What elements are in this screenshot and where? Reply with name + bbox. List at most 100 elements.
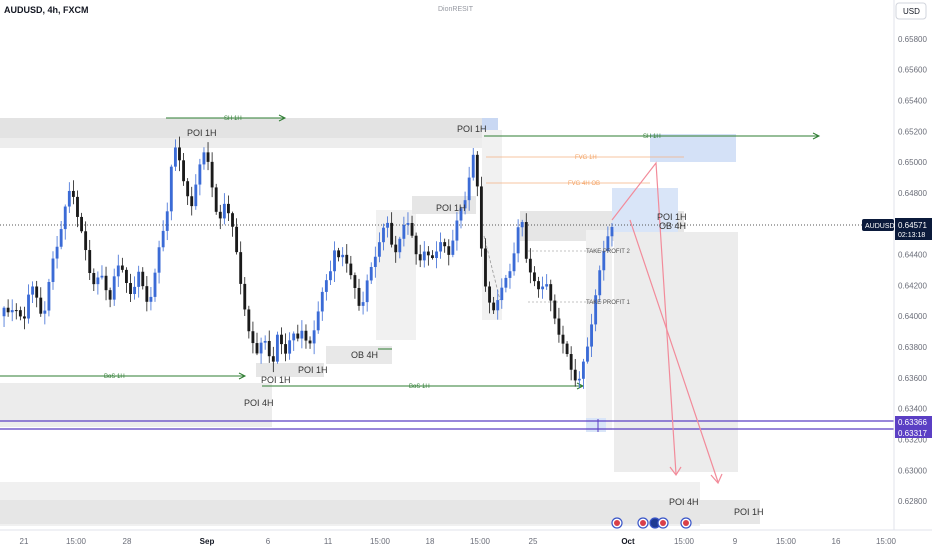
candle-bear[interactable] bbox=[214, 187, 218, 212]
candle-bull[interactable] bbox=[586, 346, 589, 362]
candle-bull[interactable] bbox=[435, 251, 438, 259]
candle-bull[interactable] bbox=[31, 286, 35, 295]
candle-bull[interactable] bbox=[292, 333, 296, 341]
candle-bull[interactable] bbox=[386, 222, 389, 228]
candle-bull[interactable] bbox=[194, 184, 198, 207]
candle-bear[interactable] bbox=[553, 300, 557, 319]
candle-bear[interactable] bbox=[247, 309, 251, 332]
candle-bull[interactable] bbox=[133, 286, 137, 295]
poi-1h-zone-bottom[interactable] bbox=[0, 500, 760, 524]
candle-bull[interactable] bbox=[96, 277, 100, 285]
candle-bear[interactable] bbox=[524, 222, 528, 259]
candle-bull[interactable] bbox=[602, 250, 606, 271]
currency-button[interactable]: USD bbox=[903, 7, 920, 16]
candle-bull[interactable] bbox=[157, 247, 161, 273]
candle-bear[interactable] bbox=[414, 235, 418, 255]
candle-bear[interactable] bbox=[178, 147, 181, 161]
projection-zone[interactable] bbox=[614, 232, 738, 472]
candle-bull[interactable] bbox=[581, 361, 585, 379]
candle-bear[interactable] bbox=[104, 275, 108, 291]
ob-4h-zone-mid[interactable] bbox=[326, 346, 392, 364]
candle-bull[interactable] bbox=[329, 271, 332, 281]
candle-bull[interactable] bbox=[63, 206, 67, 230]
currency-button-bg[interactable] bbox=[895, 2, 927, 20]
candle-bull[interactable] bbox=[512, 253, 516, 272]
candle-bear[interactable] bbox=[255, 343, 259, 354]
candle-bear[interactable] bbox=[235, 226, 239, 253]
candle-bear[interactable] bbox=[76, 196, 79, 217]
arrow-path-2[interactable] bbox=[629, 219, 719, 483]
candle-bull[interactable] bbox=[516, 227, 520, 254]
candle-bull[interactable] bbox=[471, 154, 475, 178]
candle-bear[interactable] bbox=[251, 331, 255, 344]
candle-bear[interactable] bbox=[308, 340, 312, 344]
ob-bar-zone[interactable] bbox=[376, 210, 416, 340]
candle-bear[interactable] bbox=[227, 203, 230, 214]
candle-bear[interactable] bbox=[337, 250, 341, 258]
candle-bear[interactable] bbox=[120, 265, 124, 270]
price-axis[interactable]: 0.65800 0.65600 0.65400 0.65200 0.65000 0.648… bbox=[898, 35, 927, 506]
candle-bear[interactable] bbox=[418, 254, 422, 261]
candle-bear[interactable] bbox=[190, 196, 194, 207]
level-tags[interactable]: 0.63366 0.63317 bbox=[895, 416, 932, 438]
sh-1h-zone-right[interactable] bbox=[650, 134, 736, 162]
candle-bear[interactable] bbox=[549, 284, 553, 301]
candle-bull[interactable] bbox=[520, 222, 524, 228]
candle-bull[interactable] bbox=[137, 271, 141, 287]
candle-bear[interactable] bbox=[533, 272, 536, 282]
candle-bear[interactable] bbox=[239, 252, 243, 284]
candle-bull[interactable] bbox=[577, 378, 581, 381]
candle-bull[interactable] bbox=[598, 270, 602, 296]
candle-bull[interactable] bbox=[43, 310, 47, 314]
candle-bull[interactable] bbox=[165, 211, 169, 231]
candle-bull[interactable] bbox=[222, 203, 226, 219]
candle-bull[interactable] bbox=[594, 295, 598, 325]
arrow-path-1[interactable] bbox=[611, 161, 677, 475]
candle-bull[interactable] bbox=[463, 200, 467, 209]
candle-bear[interactable] bbox=[394, 244, 398, 253]
candle-bear[interactable] bbox=[557, 318, 561, 335]
current-price-tag[interactable]: AUDUSD 0.64571 02:13:18 bbox=[862, 218, 932, 240]
candle-bull[interactable] bbox=[275, 334, 279, 362]
poi-4h-zone-left[interactable] bbox=[0, 383, 272, 427]
candle-bull[interactable] bbox=[10, 310, 14, 313]
candle-bear[interactable] bbox=[39, 297, 43, 314]
candle-bull[interactable] bbox=[422, 251, 426, 261]
candle-bear[interactable] bbox=[304, 330, 308, 341]
candle-bear[interactable] bbox=[565, 343, 569, 355]
candle-bull[interactable] bbox=[67, 190, 71, 207]
candle-bear[interactable] bbox=[479, 186, 483, 249]
candle-bear[interactable] bbox=[210, 161, 214, 188]
candle-bear[interactable] bbox=[108, 290, 112, 300]
candle-bear[interactable] bbox=[80, 216, 83, 232]
candle-bull[interactable] bbox=[467, 177, 471, 201]
candle-bear[interactable] bbox=[280, 334, 283, 345]
candle-bull[interactable] bbox=[59, 229, 63, 247]
candle-bull[interactable] bbox=[202, 152, 206, 165]
candle-bear[interactable] bbox=[475, 154, 479, 187]
candle-bear[interactable] bbox=[84, 231, 88, 251]
time-axis[interactable]: 21 15:00 28 Sep 6 11 15:00 18 15:00 25 Oct 15:00 9 15… bbox=[20, 537, 897, 546]
candle-bull[interactable] bbox=[116, 265, 120, 277]
candle-bear[interactable] bbox=[443, 242, 447, 247]
candle-bull[interactable] bbox=[590, 324, 593, 347]
candle-bear[interactable] bbox=[129, 283, 132, 295]
symbol-title[interactable]: AUDUSD, 4h, FXCM bbox=[4, 5, 89, 15]
candle-bull[interactable] bbox=[2, 307, 6, 317]
candle-bear[interactable] bbox=[145, 286, 149, 302]
candle-bear[interactable] bbox=[349, 263, 353, 276]
candle-bull[interactable] bbox=[365, 280, 369, 303]
candle-bear[interactable] bbox=[573, 369, 577, 381]
candle-bear[interactable] bbox=[141, 271, 145, 287]
candle-bear[interactable] bbox=[92, 272, 96, 285]
candle-bull[interactable] bbox=[55, 246, 59, 259]
candle-bear[interactable] bbox=[271, 356, 275, 362]
candle-bull[interactable] bbox=[500, 287, 504, 301]
candle-bear[interactable] bbox=[426, 251, 430, 256]
candle-bull[interactable] bbox=[169, 166, 173, 212]
candle-bear[interactable] bbox=[125, 269, 128, 284]
candle-bull[interactable] bbox=[398, 238, 402, 253]
candle-bear[interactable] bbox=[186, 181, 190, 197]
candle-bull[interactable] bbox=[153, 272, 157, 297]
